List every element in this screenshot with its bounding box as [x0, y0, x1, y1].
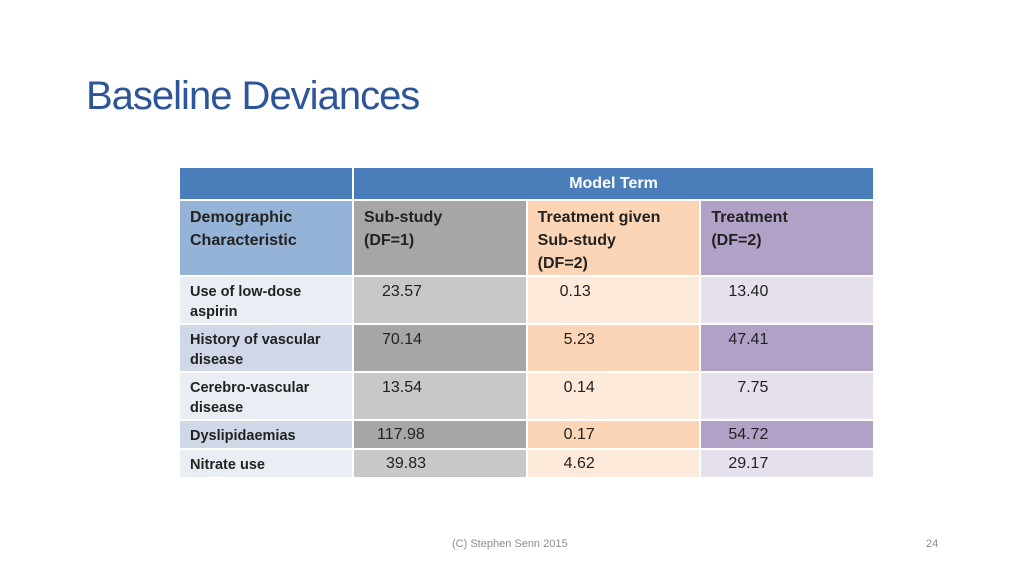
- col-header-treatment: Treatment (DF=2): [699, 199, 875, 277]
- row-label-line1: Dyslipidaemias: [190, 428, 296, 444]
- cell-substudy-value: 39.83: [386, 455, 427, 472]
- row-label-line1: Nitrate use: [190, 457, 265, 473]
- cell-treatment-value: 54.72: [728, 426, 769, 443]
- cell-tgs: 4.62: [525, 448, 702, 479]
- col-header-demographic: Demographic Characteristic: [178, 199, 354, 277]
- cell-tgs-value: 0.14: [563, 379, 595, 396]
- cell-treatment: 7.75: [699, 371, 875, 421]
- cell-tgs: 0.14: [525, 371, 702, 421]
- row-label-line1: Cerebro-vascular: [190, 380, 310, 396]
- cell-substudy-value: 23.57: [382, 283, 423, 300]
- row-label-line2: disease: [190, 400, 244, 416]
- col-header-treatment-line1: Treatment: [711, 209, 788, 226]
- table-row: History of vascular disease 70.14 5.23 4…: [178, 323, 875, 373]
- cell-substudy: 70.14: [352, 323, 528, 373]
- corner-cell: [178, 166, 354, 201]
- cell-substudy-value: 70.14: [382, 331, 423, 348]
- footer-credit: (C) Stephen Senn 2015: [452, 538, 568, 550]
- page-number: 24: [926, 538, 939, 550]
- table-row: Use of low-dose aspirin 23.57 0.13 13.40: [178, 275, 875, 325]
- row-label: Nitrate use: [178, 448, 354, 479]
- cell-substudy: 23.57: [352, 275, 528, 325]
- cell-tgs-value: 0.13: [559, 283, 591, 300]
- cell-substudy-value: 117.98: [377, 426, 425, 443]
- col-header-substudy-line2: (DF=1): [364, 232, 415, 249]
- cell-treatment-value: 13.40: [728, 283, 769, 300]
- cell-tgs: 0.13: [525, 275, 702, 325]
- cell-tgs-value: 0.17: [563, 426, 595, 443]
- slide-title: Baseline Deviances: [86, 74, 420, 118]
- cell-tgs: 5.23: [525, 323, 702, 373]
- cell-tgs-value: 5.23: [563, 331, 595, 348]
- cell-substudy: 39.83: [352, 448, 528, 479]
- row-label-line2: disease: [190, 352, 244, 368]
- row-label: History of vascular disease: [178, 323, 354, 373]
- row-label: Use of low-dose aspirin: [178, 275, 354, 325]
- row-label-line1: Use of low-dose: [190, 284, 302, 300]
- cell-treatment: 13.40: [699, 275, 875, 325]
- row-label: Dyslipidaemias: [178, 419, 354, 450]
- cell-treatment-value: 29.17: [728, 455, 769, 472]
- col-header-demographic-line1: Demographic: [190, 209, 293, 226]
- cell-treatment-value: 47.41: [728, 331, 769, 348]
- model-term-header: Model Term: [352, 166, 875, 201]
- cell-treatment: 47.41: [699, 323, 875, 373]
- table-row: Cerebro-vascular disease 13.54 0.14 7.75: [178, 371, 875, 421]
- table-row: Dyslipidaemias 117.98 0.17 54.72: [178, 419, 875, 450]
- cell-treatment-value: 7.75: [737, 379, 769, 396]
- col-header-demographic-line2: Characteristic: [190, 232, 297, 249]
- cell-treatment: 29.17: [699, 448, 875, 479]
- cell-tgs-value: 4.62: [563, 455, 595, 472]
- cell-substudy-value: 13.54: [382, 379, 423, 396]
- cell-tgs: 0.17: [525, 419, 702, 450]
- col-header-treatment-given-substudy: Treatment given Sub-study (DF=2): [525, 199, 702, 277]
- row-label-line2: aspirin: [190, 304, 238, 320]
- cell-substudy: 117.98: [352, 419, 528, 450]
- baseline-deviances-table: Model Term Demographic Characteristic Su…: [178, 166, 875, 479]
- col-header-treatment-line2: (DF=2): [711, 232, 762, 249]
- row-label: Cerebro-vascular disease: [178, 371, 354, 421]
- col-header-tgs-line2: Sub-study: [537, 232, 616, 249]
- table-row: Nitrate use 39.83 4.62 29.17: [178, 448, 875, 479]
- cell-substudy: 13.54: [352, 371, 528, 421]
- col-header-tgs-line3: (DF=2): [537, 255, 588, 272]
- col-header-substudy-line1: Sub-study: [364, 209, 443, 226]
- cell-treatment: 54.72: [699, 419, 875, 450]
- col-header-substudy: Sub-study (DF=1): [352, 199, 528, 277]
- col-header-tgs-line1: Treatment given: [537, 209, 661, 226]
- row-label-line1: History of vascular: [190, 332, 321, 348]
